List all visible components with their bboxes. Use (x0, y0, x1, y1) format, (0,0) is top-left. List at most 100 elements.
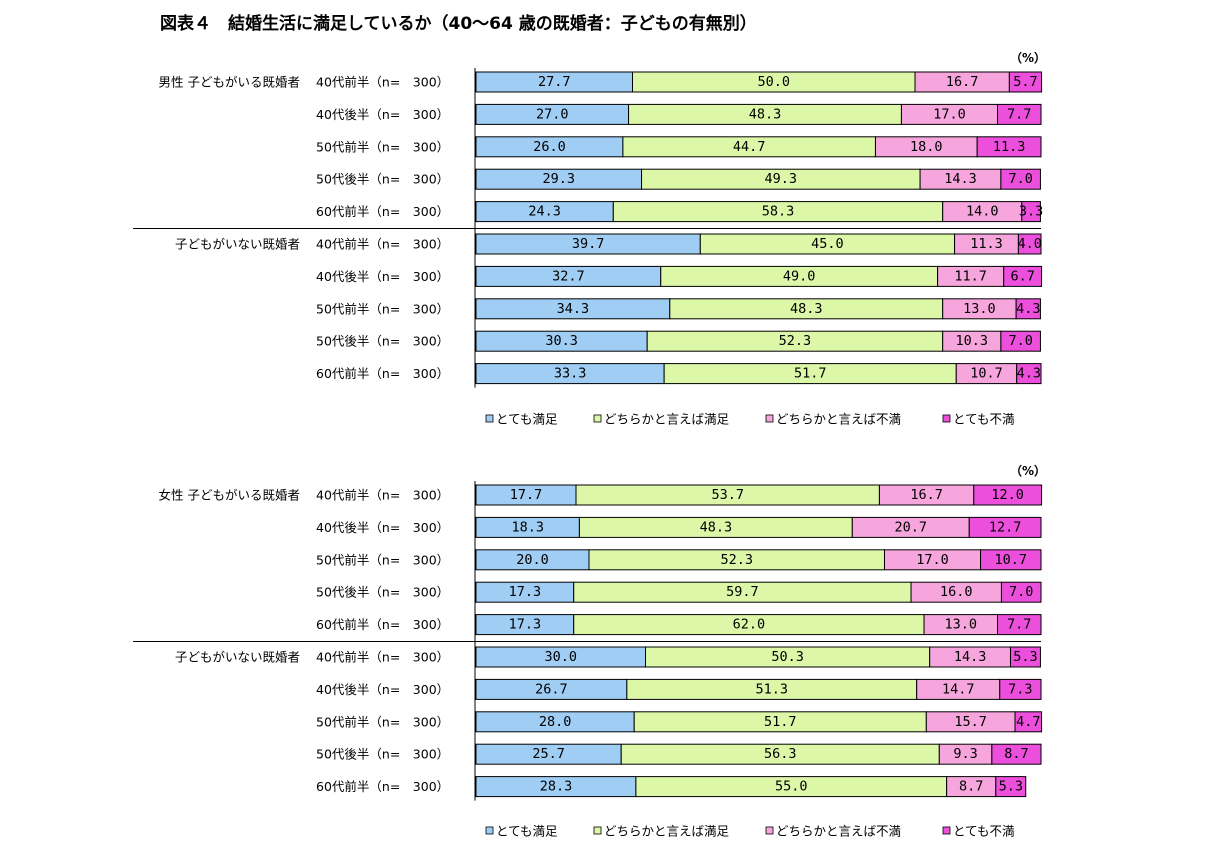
legend-label: どちらかと言えば満足 (604, 824, 730, 839)
data-label: 11.7 (954, 268, 987, 284)
legend-label: どちらかと言えば満足 (604, 412, 730, 427)
category-label: 50代前半（n= 300） (316, 552, 449, 567)
data-label: 28.3 (540, 779, 573, 795)
data-label: 17.7 (510, 487, 543, 503)
data-label: 50.3 (771, 649, 804, 665)
category-label: 40代後半（n= 300） (316, 520, 449, 535)
data-label: 12.0 (991, 487, 1024, 503)
legend-swatch-somewhat-dissatisfied (765, 826, 774, 835)
data-label: 55.0 (775, 779, 808, 795)
data-label: 20.0 (516, 552, 549, 568)
data-label: 32.7 (552, 268, 585, 284)
legend-swatch-somewhat-satisfied (593, 414, 602, 423)
bar-segment-very-dissatisfied (1017, 233, 1042, 255)
legend-label: とても不満 (953, 824, 1015, 839)
data-label: 33.3 (554, 366, 587, 382)
data-label: 45.0 (811, 236, 844, 252)
legend-swatch-somewhat-satisfied (593, 826, 602, 835)
data-label: 7.7 (1007, 106, 1031, 122)
figure-title: 図表４ 結婚生活に満足しているか（40～64 歳の既婚者：子どもの有無別） (160, 13, 757, 34)
data-label: 5.3 (999, 779, 1023, 795)
data-label: 7.0 (1008, 171, 1032, 187)
data-label: 51.3 (756, 681, 789, 697)
data-label: 56.3 (764, 746, 797, 762)
legend-swatch-very-dissatisfied (942, 414, 951, 423)
data-label: 17.3 (509, 584, 542, 600)
bar-segment-very-dissatisfied (1000, 168, 1041, 190)
data-label: 52.3 (779, 333, 812, 349)
data-label: 13.0 (945, 617, 978, 633)
category-label: 40代前半（n= 300） (316, 237, 449, 252)
data-label: 53.7 (711, 487, 744, 503)
category-label: 40代前半（n= 300） (316, 650, 449, 665)
data-label: 4.3 (1016, 301, 1040, 317)
legend-label: どちらかと言えば不満 (776, 824, 901, 839)
data-label: 15.7 (954, 714, 987, 730)
data-label: 14.3 (944, 171, 977, 187)
group-label: 女性 子どもがいる既婚者 (159, 488, 300, 503)
bar-segment-very-dissatisfied (1000, 330, 1041, 352)
bar-segment-very-dissatisfied (968, 516, 1042, 538)
data-label: 39.7 (572, 236, 605, 252)
data-label: 8.7 (1004, 746, 1028, 762)
data-label: 10.7 (970, 366, 1003, 382)
data-label: 4.3 (1017, 366, 1041, 382)
data-label: 18.0 (910, 139, 943, 155)
legend-swatch-somewhat-dissatisfied (765, 414, 774, 423)
bar-segment-very-dissatisfied (973, 484, 1043, 506)
bar-segment-very-dissatisfied (1009, 646, 1041, 668)
bar-segment-very-dissatisfied (1021, 201, 1041, 223)
data-label: 44.7 (733, 139, 766, 155)
data-label: 7.0 (1008, 333, 1032, 349)
data-label: 51.7 (764, 714, 797, 730)
data-label: 5.3 (1013, 649, 1037, 665)
data-label: 59.7 (726, 584, 759, 600)
category-label: 40代前半（n= 300） (316, 75, 449, 90)
data-label: 26.0 (533, 139, 566, 155)
data-label: 10.7 (995, 552, 1028, 568)
data-label: 28.0 (539, 714, 572, 730)
data-label: 17.3 (509, 617, 542, 633)
unit-label: （%） (1010, 463, 1046, 478)
category-label: 40代後半（n= 300） (316, 682, 449, 697)
bar-segment-very-dissatisfied (1015, 298, 1041, 320)
data-label: 6.7 (1010, 268, 1034, 284)
data-label: 4.7 (1016, 714, 1040, 730)
bar-segment-very-dissatisfied (999, 678, 1042, 700)
data-label: 9.3 (953, 746, 977, 762)
data-label: 51.7 (794, 366, 827, 382)
data-label: 58.3 (762, 204, 795, 220)
legend-swatch-very-satisfied (485, 414, 494, 423)
legend-label: とても満足 (496, 824, 558, 839)
data-label: 49.3 (765, 171, 798, 187)
data-label: 26.7 (535, 681, 568, 697)
data-label: 3.3 (1019, 204, 1043, 220)
category-label: 50代前半（n= 300） (316, 139, 449, 154)
data-label: 50.0 (757, 74, 790, 90)
data-label: 13.0 (963, 301, 996, 317)
bar-segment-very-dissatisfied (991, 743, 1042, 765)
bar-segment-very-dissatisfied (1016, 363, 1042, 385)
group-label: 男性 子どもがいる既婚者 (159, 75, 300, 90)
data-label: 11.3 (970, 236, 1003, 252)
category-label: 50代後半（n= 300） (316, 172, 449, 187)
data-label: 12.7 (989, 519, 1022, 535)
data-label: 17.0 (933, 106, 966, 122)
bar-segment-very-dissatisfied (995, 776, 1027, 798)
bar-segment-very-dissatisfied (976, 136, 1042, 158)
category-label: 60代前半（n= 300） (316, 779, 449, 794)
legend-label: とても不満 (953, 412, 1015, 427)
data-label: 16.7 (946, 74, 979, 90)
data-label: 49.0 (783, 268, 816, 284)
category-label: 40代後半（n= 300） (316, 107, 449, 122)
category-label: 50代後半（n= 300） (316, 747, 449, 762)
data-label: 16.0 (940, 584, 973, 600)
data-label: 52.3 (720, 552, 753, 568)
bar-segment-very-dissatisfied (1014, 711, 1043, 733)
data-label: 27.0 (536, 106, 569, 122)
data-label: 62.0 (733, 617, 766, 633)
legend-swatch-very-dissatisfied (942, 826, 951, 835)
data-label: 30.0 (544, 649, 577, 665)
data-label: 4.0 (1018, 236, 1042, 252)
